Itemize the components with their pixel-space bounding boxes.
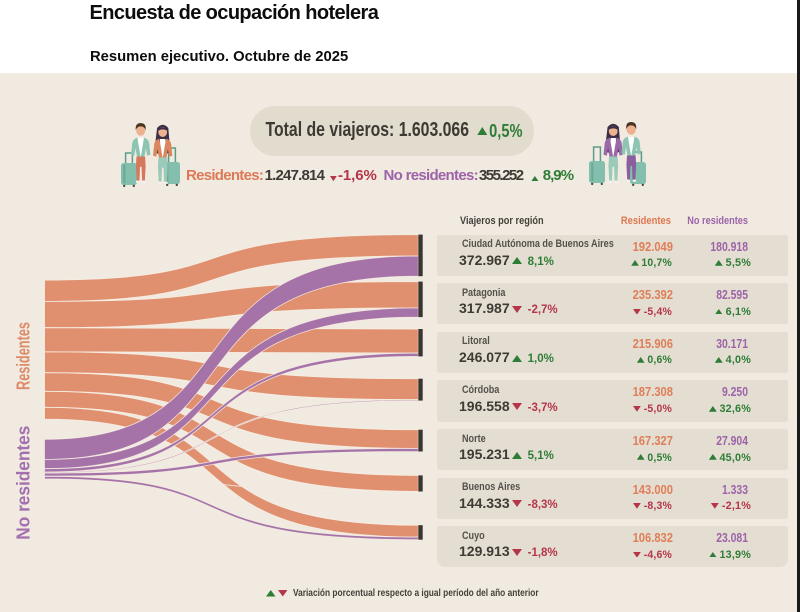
svg-text:Residentes: Residentes: [14, 322, 34, 390]
svg-text:No residentes: No residentes: [14, 426, 34, 540]
